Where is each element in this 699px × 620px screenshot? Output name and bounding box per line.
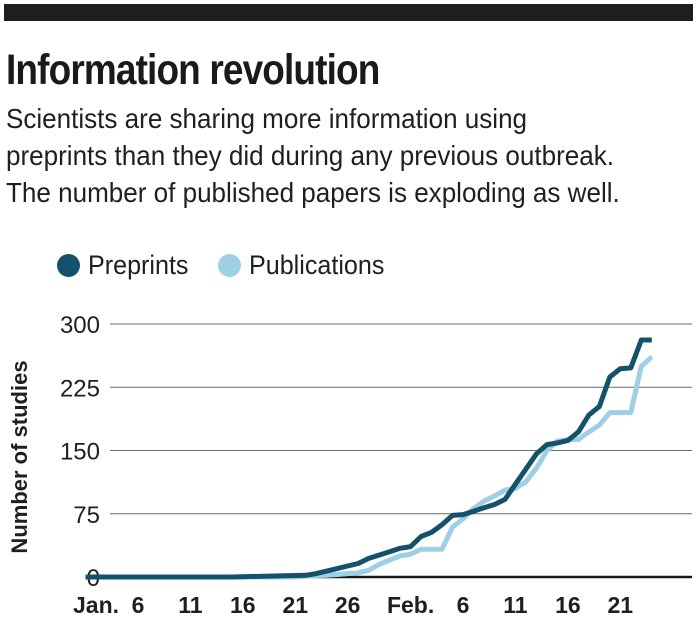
x-tick-label: 16 xyxy=(230,592,256,618)
x-tick-label: Feb. xyxy=(387,592,434,618)
subtitle-line: Scientists are sharing more information … xyxy=(6,103,528,134)
y-tick-label: 150 xyxy=(60,439,100,466)
legend-label-preprints: Preprints xyxy=(88,249,189,280)
y-tick-label: 300 xyxy=(60,312,100,339)
series-line-preprints xyxy=(85,337,652,580)
chart-subtitle: Scientists are sharing more information … xyxy=(6,100,638,211)
legend: Preprints Publications xyxy=(57,247,417,283)
chart-title: Information revolution xyxy=(6,46,380,94)
y-tick-label: 225 xyxy=(60,375,100,402)
subtitle-line: The number of published papers is explod… xyxy=(6,177,620,208)
legend-label-publications: Publications xyxy=(249,249,385,280)
legend-swatch-preprints xyxy=(57,253,80,277)
subtitle-line: preprints than they did during any previ… xyxy=(6,140,614,171)
x-tick-label: 11 xyxy=(503,592,528,618)
legend-item-publications: Publications xyxy=(218,250,395,281)
legend-item-preprints: Preprints xyxy=(57,250,196,281)
x-tick-labels: Jan. 6 11 16 21 26 Feb. 6 11 16 21 xyxy=(73,592,633,618)
x-tick-label: 16 xyxy=(555,592,581,618)
x-tick-label: 6 xyxy=(457,592,470,618)
top-rule xyxy=(4,4,693,21)
gridlines xyxy=(110,323,692,579)
x-tick-label: 6 xyxy=(132,592,145,618)
x-tick-label: Jan. xyxy=(73,592,119,618)
x-tick-label: 26 xyxy=(335,592,361,618)
x-tick-label: 21 xyxy=(282,592,308,618)
x-tick-label: 11 xyxy=(178,592,203,618)
series-line-publications xyxy=(85,355,654,580)
series-lines xyxy=(85,337,654,580)
x-tick-label: 21 xyxy=(608,592,634,618)
y-tick-label: 75 xyxy=(73,502,100,529)
y-axis-label: Number of studies xyxy=(7,360,32,553)
legend-swatch-publications xyxy=(218,253,242,277)
